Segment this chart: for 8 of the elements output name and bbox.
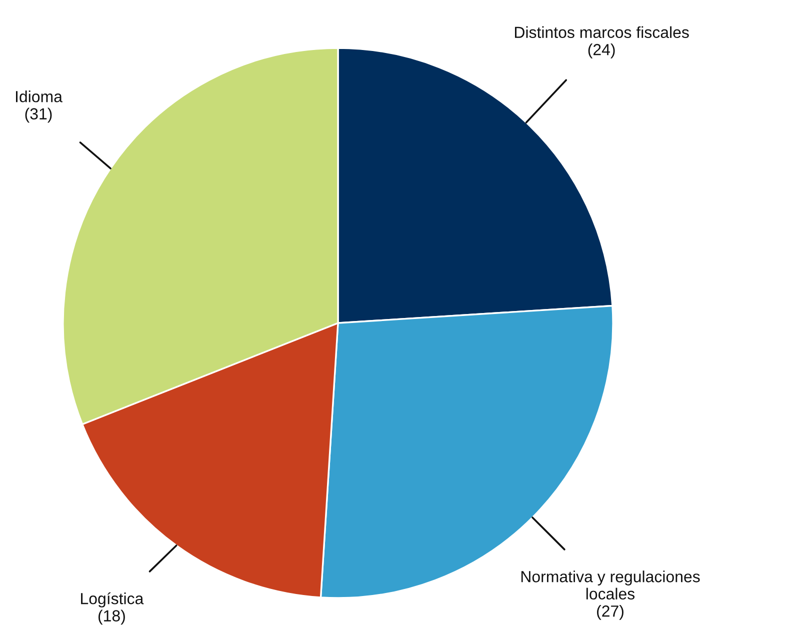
slice-label: Normativa y regulaciones locales [521,570,700,600]
data-label: (24) [588,44,615,58]
slice-label: Distintos marcos fiscales [514,26,689,38]
data-label: (31) [25,108,52,123]
slice-label: Idioma [16,90,62,102]
data-label: (18) [98,610,125,625]
slice-label: Logística [81,592,144,608]
data-label: (27) [597,604,624,620]
